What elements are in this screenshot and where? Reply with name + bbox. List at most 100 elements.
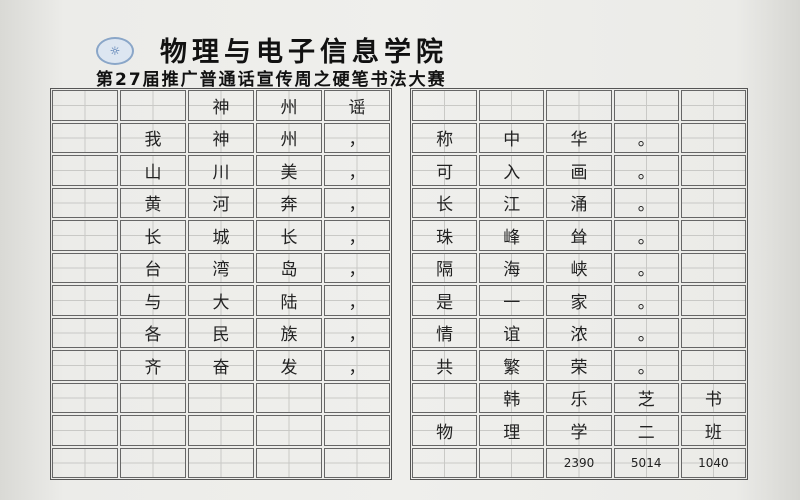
grid-cell xyxy=(680,220,746,251)
grid-cell: 河 xyxy=(188,187,254,218)
grid-cell: 。 xyxy=(613,155,679,186)
grid-cell: 芝 xyxy=(613,382,679,413)
grid-cell: 可 xyxy=(412,155,478,186)
grid-cell: 州 xyxy=(256,122,322,153)
grid-cell: 荣 xyxy=(546,350,612,381)
grid-cell: ， xyxy=(324,122,390,153)
grid-cell xyxy=(680,122,746,153)
grid-cell: 齐 xyxy=(120,350,186,381)
grid-cell: 陆 xyxy=(256,285,322,316)
grid-cell xyxy=(546,90,612,121)
grid-cell: 浓 xyxy=(546,317,612,348)
grid-cell xyxy=(324,447,390,478)
grid-cell: 大 xyxy=(188,285,254,316)
grid-cell: 。 xyxy=(613,285,679,316)
grid-cell: ， xyxy=(324,220,390,251)
grid-cell: 江 xyxy=(479,187,545,218)
grid-cell: 是 xyxy=(412,285,478,316)
grid-cell xyxy=(680,317,746,348)
grid-cell: 州 xyxy=(256,90,322,121)
grid-cell xyxy=(412,447,478,478)
grid-cell xyxy=(479,90,545,121)
grid-cell: 谊 xyxy=(479,317,545,348)
page-subtitle: 第27届推广普通话宣传周之硬笔书法大赛 xyxy=(96,70,447,90)
grid-cell: 理 xyxy=(479,415,545,446)
grid-cell: 1040 xyxy=(680,447,746,478)
grid-cell: 家 xyxy=(546,285,612,316)
grid-cell: 黄 xyxy=(120,187,186,218)
grid-cell: 共 xyxy=(412,350,478,381)
grid-cell xyxy=(680,285,746,316)
grid-cell: 班 xyxy=(680,415,746,446)
grid-cell: 入 xyxy=(479,155,545,186)
right-writing-grid: 称中华。可入画。长江涌。珠峰耸。隔海峡。是一家。情谊浓。共繁荣。韩乐芝书物理学二… xyxy=(410,88,748,480)
grid-cell: 珠 xyxy=(412,220,478,251)
grid-cell: 神 xyxy=(188,122,254,153)
grid-cell xyxy=(120,415,186,446)
grid-cell: ， xyxy=(324,187,390,218)
grid-cell: 。 xyxy=(613,122,679,153)
grid-cell xyxy=(52,350,118,381)
grid-cell xyxy=(412,90,478,121)
grid-cell: 物 xyxy=(412,415,478,446)
grid-cell xyxy=(52,187,118,218)
grid-cell: 峰 xyxy=(479,220,545,251)
grid-cell: 耸 xyxy=(546,220,612,251)
grid-cell xyxy=(680,252,746,283)
grid-cell: 台 xyxy=(120,252,186,283)
grid-cell: 2390 xyxy=(546,447,612,478)
grid-cell: 涌 xyxy=(546,187,612,218)
grid-cell xyxy=(680,187,746,218)
grid-cell: 。 xyxy=(613,317,679,348)
grid-cell: 各 xyxy=(120,317,186,348)
grid-cell: 山 xyxy=(120,155,186,186)
grid-cell: 民 xyxy=(188,317,254,348)
grid-cell xyxy=(188,382,254,413)
grid-cell: 奔 xyxy=(256,187,322,218)
grid-cell: 峡 xyxy=(546,252,612,283)
page-title: 物理与电子信息学院 xyxy=(160,37,448,68)
grid-cell xyxy=(324,382,390,413)
grid-cell: ， xyxy=(324,285,390,316)
grid-cell xyxy=(52,122,118,153)
grid-cell xyxy=(52,155,118,186)
grid-cell: 5014 xyxy=(613,447,679,478)
grid-cell: 与 xyxy=(120,285,186,316)
grid-cell xyxy=(256,447,322,478)
grid-cell: 书 xyxy=(680,382,746,413)
grid-cell xyxy=(256,415,322,446)
grid-cell xyxy=(324,415,390,446)
grid-cell: 海 xyxy=(479,252,545,283)
left-writing-grid: 神州谣我神州，山川美，黄河奔，长城长，台湾岛，与大陆，各民族，齐奋发， xyxy=(50,88,392,480)
grid-cell xyxy=(188,447,254,478)
grid-cell: 称 xyxy=(412,122,478,153)
grid-cell: 岛 xyxy=(256,252,322,283)
grid-cell: 画 xyxy=(546,155,612,186)
grid-cell xyxy=(188,415,254,446)
grid-cell xyxy=(52,415,118,446)
grid-cell: 乐 xyxy=(546,382,612,413)
grid-cell: 神 xyxy=(188,90,254,121)
grid-cell xyxy=(412,382,478,413)
grid-cell: 学 xyxy=(546,415,612,446)
grid-cell: ， xyxy=(324,350,390,381)
grid-cell: 族 xyxy=(256,317,322,348)
grid-cell xyxy=(120,447,186,478)
grid-cell: 繁 xyxy=(479,350,545,381)
grid-cell xyxy=(479,447,545,478)
grid-cell: 二 xyxy=(613,415,679,446)
grid-cell xyxy=(52,252,118,283)
grid-cell: 发 xyxy=(256,350,322,381)
grid-cell: 奋 xyxy=(188,350,254,381)
grid-cell xyxy=(256,382,322,413)
grid-cell: 长 xyxy=(256,220,322,251)
grid-cell xyxy=(680,155,746,186)
grid-cell xyxy=(52,90,118,121)
grid-cell: 情 xyxy=(412,317,478,348)
grid-cell xyxy=(52,220,118,251)
grid-cell: 隔 xyxy=(412,252,478,283)
grid-cell: 湾 xyxy=(188,252,254,283)
grid-cell: 。 xyxy=(613,350,679,381)
grid-cell: 川 xyxy=(188,155,254,186)
